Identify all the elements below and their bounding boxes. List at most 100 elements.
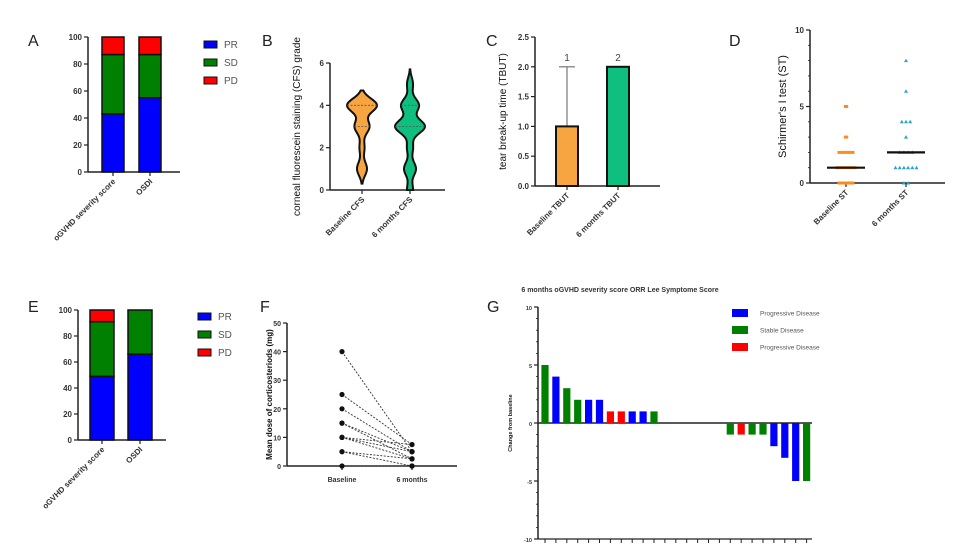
chart-title: 6 months oGVHD severity score ORR Lee Sy…: [521, 287, 718, 294]
x-tick-label: oGVHD severity score: [52, 177, 118, 243]
pair-line: [341, 451, 413, 467]
panel-letter-b: B: [262, 33, 273, 50]
data-point: [837, 150, 842, 154]
y-tick-label: 4: [320, 101, 325, 110]
y-tick-label: 1.0: [518, 122, 530, 131]
data-point: [841, 181, 847, 185]
y-tick-label: 40: [273, 350, 281, 357]
y-tick-label: 40: [63, 384, 72, 393]
x-tick-label: OSDI: [124, 445, 144, 465]
data-point: [409, 456, 415, 462]
pair-line: [341, 436, 413, 445]
data-label: 2: [615, 53, 621, 64]
data-point: [339, 463, 345, 469]
violin: [393, 68, 427, 191]
panel-letter-d: D: [729, 33, 741, 50]
data-point: [850, 181, 855, 185]
x-tick-label: Baseline ST: [812, 188, 851, 227]
bar-pd: [617, 411, 625, 423]
pair-line: [341, 451, 413, 460]
x-tick-label: 6 months TBUT: [574, 191, 622, 239]
bar-sd: [803, 423, 811, 481]
bar-sd: [759, 423, 767, 435]
y-tick-label: 30: [273, 378, 281, 385]
y-tick-label: 20: [273, 407, 281, 414]
y-tick-label: 1.5: [518, 93, 530, 102]
y-tick-label: 40: [73, 114, 82, 123]
data-point: [910, 165, 915, 170]
legend-label: PR: [224, 40, 238, 51]
y-tick-label: 60: [63, 358, 72, 367]
data-point: [897, 165, 902, 170]
data-point: [906, 181, 911, 185]
legend-label: SD: [224, 58, 238, 69]
bar-pr: [89, 375, 115, 441]
data-point: [904, 89, 908, 93]
data-point: [904, 58, 908, 63]
panel-letter-g: G: [487, 299, 499, 316]
data-point: [339, 349, 345, 355]
y-tick-label: 80: [73, 60, 82, 69]
y-tick-label: 6: [320, 59, 325, 68]
y-axis-label: Change from baseline: [508, 394, 514, 451]
bar-pd: [101, 36, 125, 56]
y-tick-label: 10: [526, 306, 532, 312]
bar-pd: [138, 36, 162, 56]
data-point: [904, 119, 908, 124]
x-tick-label: Baseline TBUT: [525, 191, 571, 237]
y-tick-label: 0: [68, 436, 73, 445]
x-tick-label: 6 months: [396, 477, 427, 484]
data-point: [843, 105, 849, 108]
data-point: [906, 165, 911, 170]
bar-pr: [770, 423, 778, 447]
legend-label: PD: [224, 76, 238, 87]
bar-pr: [552, 376, 560, 423]
pair-line: [341, 394, 413, 445]
legend-label: PD: [218, 348, 232, 359]
y-tick-label: -5: [527, 480, 532, 486]
legend-label: PR: [218, 312, 232, 323]
bar-pr: [127, 353, 153, 441]
legend-swatch-sd: [732, 326, 748, 334]
data-point: [850, 150, 855, 154]
pair-line: [341, 422, 413, 453]
y-tick-label: 0.5: [518, 152, 530, 161]
y-tick-label: 5: [800, 103, 805, 112]
y-axis-label: Mean dose of corticosteriods (mg): [265, 329, 274, 460]
panel-letter-c: C: [486, 33, 498, 50]
bar-pd: [737, 423, 745, 435]
legend-label: Progressive Disease: [760, 311, 820, 318]
y-tick-label: -10: [524, 538, 532, 544]
y-tick-label: 2: [320, 144, 325, 153]
y-tick-label: 2.5: [518, 33, 530, 42]
y-tick-label: 10: [795, 26, 804, 35]
y-tick-label: 100: [69, 33, 83, 42]
x-tick-label: Baseline CFS: [324, 195, 367, 238]
y-axis-label: tear break-up time (TBUT): [498, 53, 509, 170]
data-point: [339, 420, 345, 426]
y-tick-label: 0: [277, 464, 281, 471]
legend-swatch-pr: [203, 40, 218, 49]
data-point: [901, 165, 906, 170]
bar-pr: [628, 411, 636, 423]
data-point: [339, 391, 345, 398]
bar-sd: [563, 388, 571, 423]
data-point: [893, 165, 898, 170]
pair-line: [341, 436, 413, 460]
data-point: [845, 150, 851, 154]
bar-sd: [138, 53, 162, 99]
bar-sd: [726, 423, 734, 435]
y-tick-label: 60: [73, 87, 82, 96]
data-point: [914, 165, 919, 170]
data-point: [901, 181, 906, 185]
bar-sd: [89, 320, 115, 378]
panel-letter-f: F: [260, 299, 270, 316]
bar-pd: [89, 309, 115, 323]
x-tick-label: OSDI: [134, 177, 154, 197]
bar-pr: [585, 399, 593, 423]
data-point: [837, 181, 842, 185]
x-tick-label: Baseline: [328, 477, 357, 484]
panel-letter-e: E: [28, 299, 39, 316]
bar-sd: [101, 53, 125, 115]
